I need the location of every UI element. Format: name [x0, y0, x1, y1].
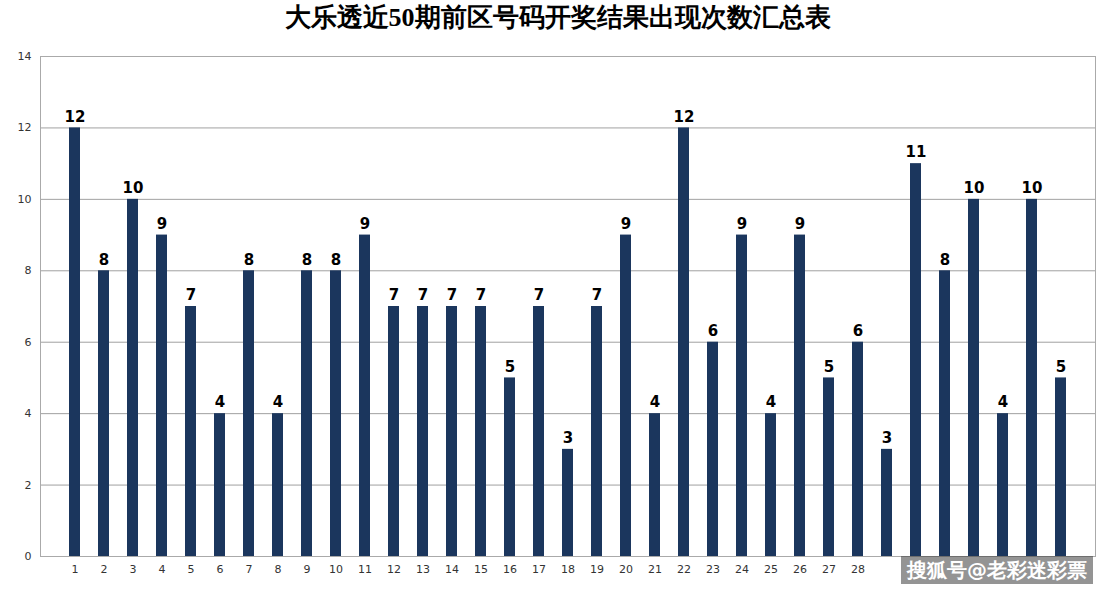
- svg-text:6: 6: [853, 322, 863, 340]
- svg-text:12: 12: [65, 108, 86, 126]
- svg-text:10: 10: [18, 193, 32, 206]
- svg-text:3: 3: [882, 429, 892, 447]
- svg-text:26: 26: [793, 563, 807, 576]
- svg-text:13: 13: [416, 563, 430, 576]
- svg-text:17: 17: [532, 563, 546, 576]
- svg-text:16: 16: [503, 563, 517, 576]
- svg-text:9: 9: [157, 215, 167, 233]
- svg-text:7: 7: [418, 286, 428, 304]
- svg-text:4: 4: [650, 393, 660, 411]
- svg-text:3: 3: [130, 563, 137, 576]
- svg-text:7: 7: [447, 286, 457, 304]
- svg-text:4: 4: [25, 407, 32, 420]
- svg-text:4: 4: [273, 393, 283, 411]
- svg-text:7: 7: [592, 286, 602, 304]
- svg-text:15: 15: [474, 563, 488, 576]
- svg-text:9: 9: [621, 215, 631, 233]
- svg-text:2: 2: [25, 479, 32, 492]
- svg-text:18: 18: [561, 563, 575, 576]
- svg-text:11: 11: [358, 563, 372, 576]
- svg-text:5: 5: [824, 358, 834, 376]
- svg-text:4: 4: [766, 393, 776, 411]
- svg-text:9: 9: [304, 563, 311, 576]
- svg-text:7: 7: [186, 286, 196, 304]
- svg-text:21: 21: [648, 563, 662, 576]
- svg-text:12: 12: [18, 121, 32, 134]
- svg-text:19: 19: [590, 563, 604, 576]
- svg-text:10: 10: [329, 563, 343, 576]
- svg-text:4: 4: [215, 393, 225, 411]
- svg-text:8: 8: [331, 251, 341, 269]
- svg-text:8: 8: [25, 264, 32, 277]
- svg-text:8: 8: [940, 251, 950, 269]
- html-text:搜狐号@老彩迷彩票: 搜狐号@老彩迷彩票: [907, 558, 1087, 582]
- svg-text:8: 8: [244, 251, 254, 269]
- svg-text:27: 27: [822, 563, 836, 576]
- svg-text:11: 11: [906, 143, 927, 161]
- svg-text:7: 7: [246, 563, 253, 576]
- svg-text:5: 5: [188, 563, 195, 576]
- svg-text:5: 5: [505, 358, 515, 376]
- svg-text:2: 2: [101, 563, 108, 576]
- svg-text:8: 8: [275, 563, 282, 576]
- svg-text:7: 7: [534, 286, 544, 304]
- svg-text:10: 10: [123, 179, 144, 197]
- svg-text:24: 24: [735, 563, 749, 576]
- svg-text:3: 3: [563, 429, 573, 447]
- svg-text:22: 22: [677, 563, 691, 576]
- svg-text:10: 10: [964, 179, 985, 197]
- svg-text:10: 10: [1022, 179, 1043, 197]
- svg-text:5: 5: [1056, 358, 1066, 376]
- svg-text:6: 6: [708, 322, 718, 340]
- svg-text:20: 20: [619, 563, 633, 576]
- svg-text:7: 7: [476, 286, 486, 304]
- svg-text:28: 28: [851, 563, 865, 576]
- svg-text:12: 12: [674, 108, 695, 126]
- svg-text:9: 9: [737, 215, 747, 233]
- html-text:大乐透近50期前区号码开奖结果出现次数汇总表: 大乐透近50期前区号码开奖结果出现次数汇总表: [284, 3, 831, 32]
- svg-text:6: 6: [25, 336, 32, 349]
- svg-text:1: 1: [72, 563, 79, 576]
- svg-text:9: 9: [795, 215, 805, 233]
- svg-text:9: 9: [360, 215, 370, 233]
- svg-text:6: 6: [217, 563, 224, 576]
- svg-text:4: 4: [998, 393, 1008, 411]
- svg-text:14: 14: [18, 50, 32, 63]
- svg-text:7: 7: [389, 286, 399, 304]
- svg-text:14: 14: [445, 563, 459, 576]
- svg-text:4: 4: [159, 563, 166, 576]
- svg-text:23: 23: [706, 563, 720, 576]
- svg-text:25: 25: [764, 563, 778, 576]
- svg-text:0: 0: [25, 550, 32, 563]
- svg-text:12: 12: [387, 563, 401, 576]
- svg-text:8: 8: [99, 251, 109, 269]
- svg-text:8: 8: [302, 251, 312, 269]
